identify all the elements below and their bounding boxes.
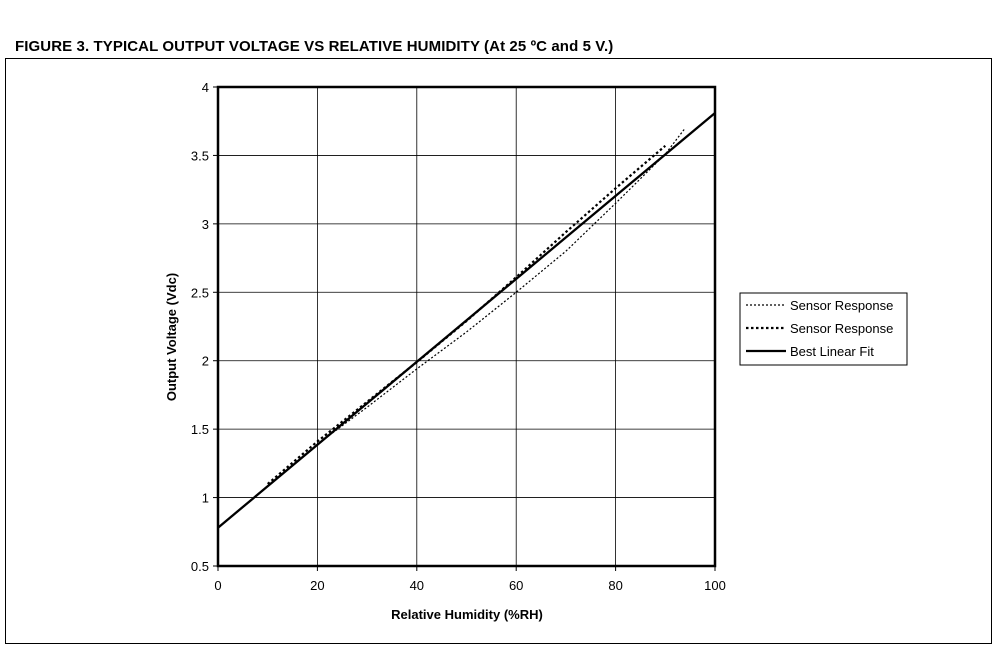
legend-items: Sensor Response Sensor Response Best Linea… <box>746 298 893 359</box>
y-tick-label: 1 <box>202 491 209 506</box>
x-tick-label: 80 <box>608 578 622 593</box>
legend-label-1: Sensor Response <box>790 298 893 313</box>
axes-layer <box>216 85 717 568</box>
y-tick-label: 0.5 <box>191 559 209 574</box>
y-tick-label: 4 <box>202 80 209 95</box>
series-layer <box>217 112 716 529</box>
y-tick-label: 3.5 <box>191 148 209 163</box>
x-tick-label: 0 <box>214 578 221 593</box>
y-tick-label: 2.5 <box>191 285 209 300</box>
chart-svg: 0 20 40 60 80 100 0.5 1 1.5 2 2.5 3 3.5 4 Relative Hu… <box>164 80 908 622</box>
plot-area-border <box>216 85 717 568</box>
figure-title: FIGURE 3. TYPICAL OUTPUT VOLTAGE VS RELA… <box>15 38 614 55</box>
legend-label-3: Best Linear Fit <box>790 344 874 359</box>
y-axis-title: Output Voltage (Vdc) <box>164 273 179 401</box>
chart-frame: 0 20 40 60 80 100 0.5 1 1.5 2 2.5 3 3.5 4 Relative Hu… <box>5 58 992 644</box>
series-line-2 <box>266 144 667 485</box>
x-axis-title: Relative Humidity (%RH) <box>391 607 543 622</box>
ticks-layer: 0 20 40 60 80 100 0.5 1 1.5 2 2.5 3 3.5 4 <box>191 80 726 593</box>
legend-label-2: Sensor Response <box>790 321 893 336</box>
series-line-1 <box>267 127 686 488</box>
y-tick-label: 3 <box>202 217 209 232</box>
grid-layer <box>218 87 715 566</box>
y-tick-label: 1.5 <box>191 422 209 437</box>
x-tick-label: 100 <box>704 578 726 593</box>
x-tick-label: 60 <box>509 578 523 593</box>
series-line-3 <box>217 112 716 529</box>
y-tick-label: 2 <box>202 354 209 369</box>
x-tick-label: 20 <box>310 578 324 593</box>
legend: Sensor Response Sensor Response Best Linea… <box>739 292 908 366</box>
x-tick-label: 40 <box>410 578 424 593</box>
